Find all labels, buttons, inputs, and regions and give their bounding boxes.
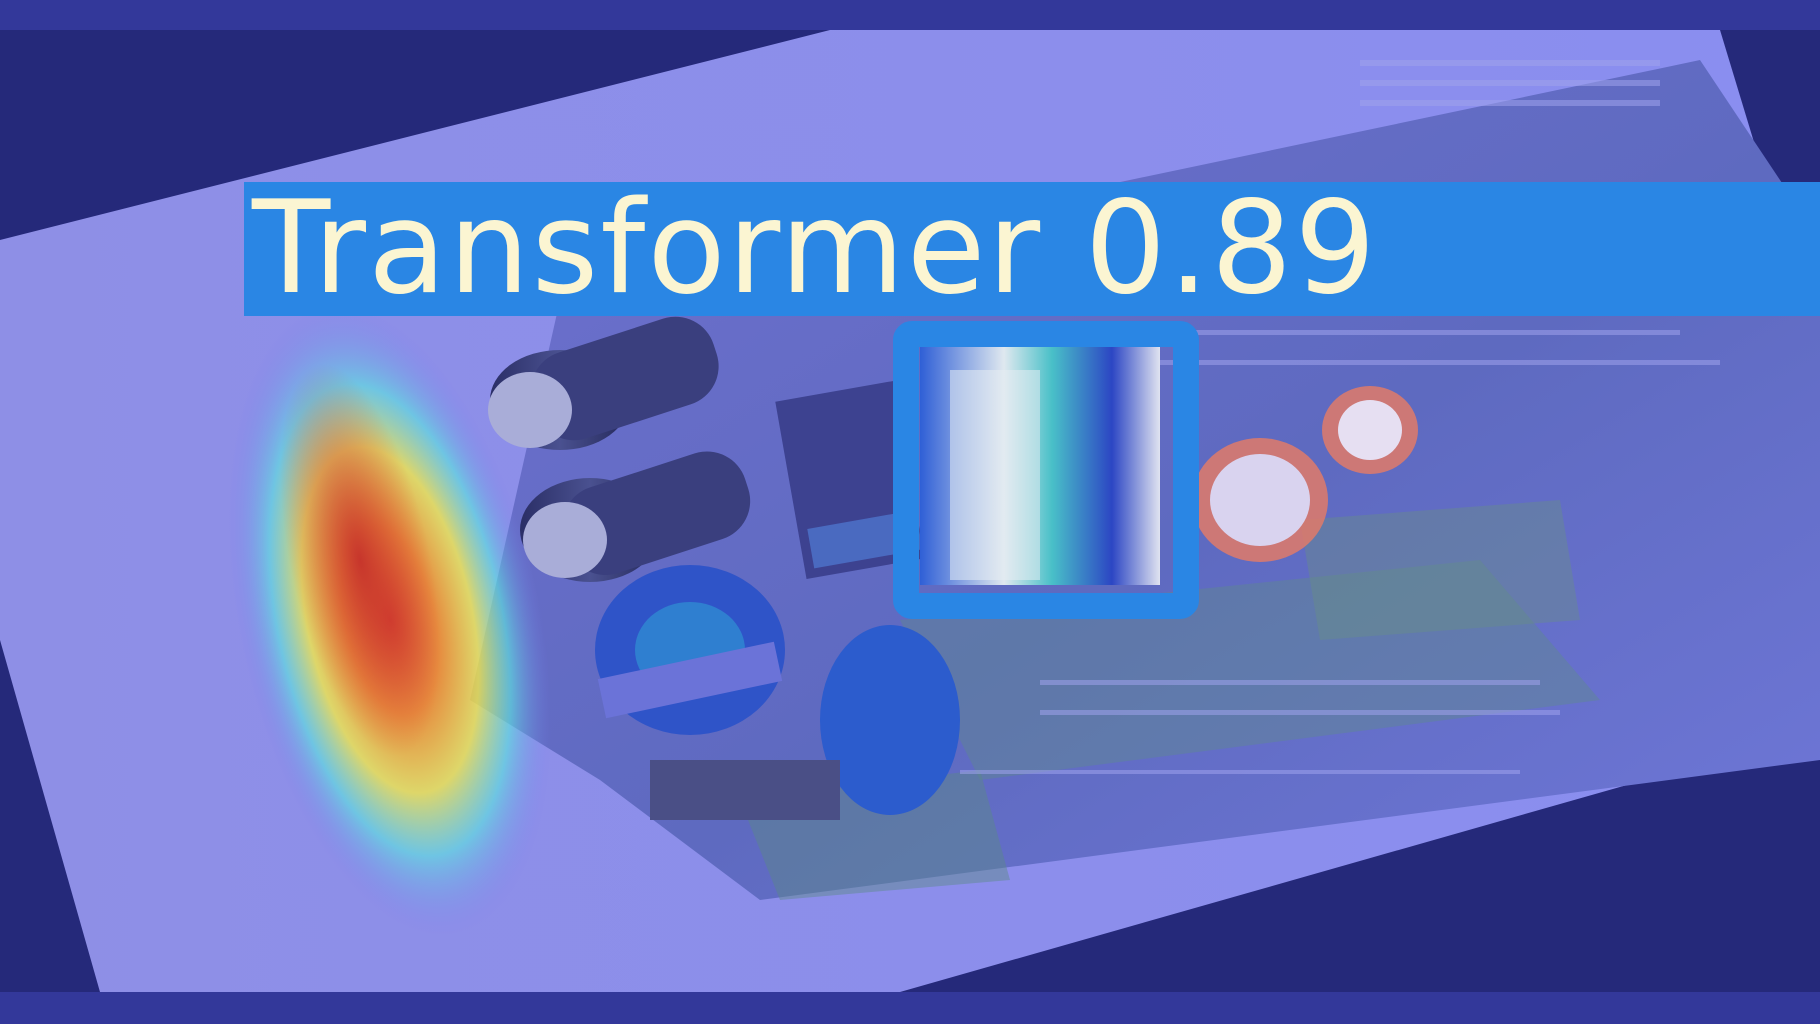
detection-label-box: Transformer 0.89 [244,182,1820,316]
detection-label: Transformer 0.89 [252,174,1378,323]
bottom-border [0,992,1820,1024]
top-border [0,0,1820,30]
detection-bounding-box [893,321,1199,619]
